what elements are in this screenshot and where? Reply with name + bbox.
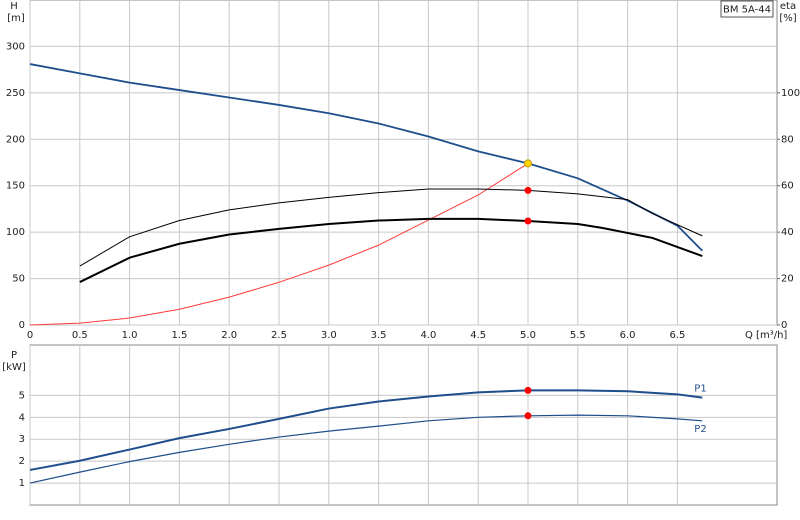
x-tick-label: 2.0 bbox=[221, 330, 237, 341]
y-tick-label: 2 bbox=[19, 456, 25, 467]
x-tick-label: 1.0 bbox=[122, 330, 138, 341]
x-tick-label: 2.5 bbox=[271, 330, 287, 341]
operating-point bbox=[524, 159, 532, 168]
y-label: H bbox=[10, 1, 18, 12]
y-tick-label: 250 bbox=[6, 88, 25, 99]
y-tick-label: 4 bbox=[19, 412, 25, 423]
x-tick-label: 6.0 bbox=[620, 330, 636, 341]
x-tick-label: 6.5 bbox=[669, 330, 685, 341]
x-tick-label: 1.5 bbox=[171, 330, 187, 341]
y2-tick-label: 20 bbox=[781, 274, 794, 285]
y-tick-label: 100 bbox=[6, 227, 25, 238]
y2-tick-label: 80 bbox=[781, 134, 794, 145]
y-tick-label: 50 bbox=[12, 274, 25, 285]
y-tick-label: 3 bbox=[19, 434, 25, 445]
y-label: P bbox=[11, 350, 17, 361]
x-tick-label: 4.0 bbox=[420, 330, 436, 341]
y2-unit: [%] bbox=[779, 13, 796, 24]
operating-point bbox=[524, 186, 532, 194]
series-line bbox=[79, 217, 703, 283]
x-tick-label: 0.5 bbox=[72, 330, 88, 341]
series-label: P1 bbox=[694, 384, 706, 395]
y-unit: [kW] bbox=[2, 362, 26, 373]
y-tick-label: 200 bbox=[6, 134, 25, 145]
y-tick-label: 300 bbox=[6, 41, 25, 52]
y2-label: eta bbox=[780, 1, 796, 12]
y-tick-label: 150 bbox=[6, 181, 25, 192]
x-tick-label: 4.5 bbox=[470, 330, 486, 341]
plot-area bbox=[29, 344, 778, 506]
y-tick-label: 1 bbox=[19, 478, 25, 489]
y2-tick-label: 60 bbox=[781, 181, 794, 192]
series-line bbox=[79, 188, 703, 267]
y-tick-label: 5 bbox=[19, 390, 25, 401]
y-unit: [m] bbox=[7, 13, 25, 24]
x-tick-label: 5.0 bbox=[520, 330, 536, 341]
series-line bbox=[29, 389, 703, 471]
y2-tick-label: 100 bbox=[781, 88, 800, 99]
y-tick-label: 0 bbox=[19, 320, 25, 331]
series-line bbox=[29, 414, 703, 484]
x-tick-label: 3.0 bbox=[321, 330, 337, 341]
title-box bbox=[720, 0, 774, 18]
operating-point bbox=[524, 386, 532, 394]
y2-tick-label: 40 bbox=[781, 227, 794, 238]
y2-tick-label: 0 bbox=[781, 320, 787, 331]
operating-point bbox=[524, 217, 532, 225]
x-tick-label: 3.5 bbox=[371, 330, 387, 341]
series-line bbox=[29, 63, 703, 252]
x-label: Q [m³/h] bbox=[745, 330, 787, 341]
operating-point bbox=[524, 412, 532, 420]
chart-title: BM 5A-44 bbox=[723, 5, 771, 16]
x-tick-label: 0 bbox=[27, 330, 33, 341]
series-line bbox=[29, 163, 529, 326]
plot-area bbox=[29, 0, 778, 326]
series-label: P2 bbox=[694, 424, 706, 435]
x-tick-label: 5.5 bbox=[570, 330, 586, 341]
